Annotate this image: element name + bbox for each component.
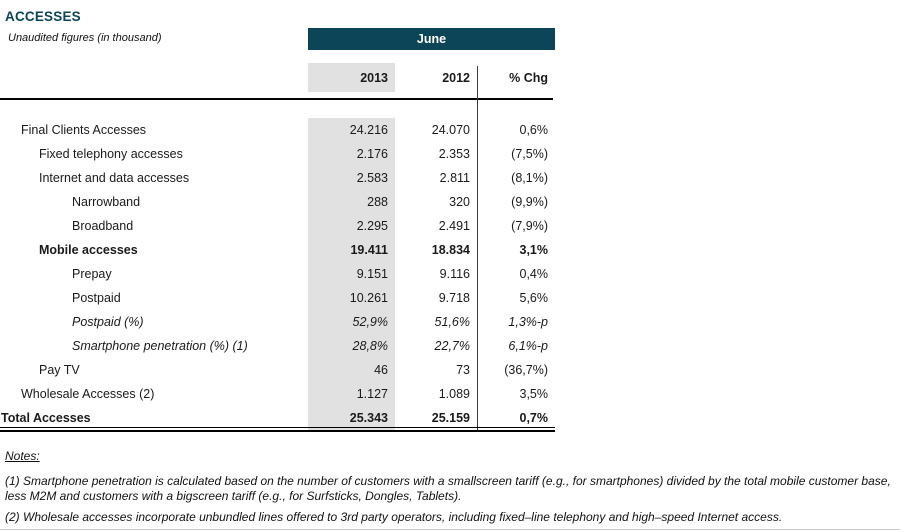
value-2012: 2.491 [438, 219, 470, 233]
table-row-total: Total Accesses 25.343 25.159 0,7% [0, 406, 555, 430]
value-chg: (8,1%) [511, 171, 548, 185]
value-2013: 1.127 [308, 382, 395, 406]
table-row: Internet and data accesses 2.583 2.811 (… [0, 166, 555, 190]
note-2: (2) Wholesale accesses incorporate unbun… [5, 510, 783, 524]
value-chg: 5,6% [519, 291, 549, 305]
value-chg: 1,3%-p [508, 315, 548, 329]
period-label: June [416, 32, 447, 46]
value-chg: 6,1%-p [508, 339, 548, 353]
table-row: Smartphone penetration (%) (1) 28,8% 22,… [0, 334, 555, 358]
column-header-2013: 2013 [308, 63, 395, 92]
value-2012: 1.089 [438, 387, 470, 401]
value-2013: 28,8% [308, 334, 395, 358]
value-2013: 46 [308, 358, 395, 382]
table-row: Wholesale Accesses (2) 1.127 1.089 3,5% [0, 382, 555, 406]
value-chg: (7,5%) [511, 147, 548, 161]
value-chg: 3,1% [519, 243, 549, 257]
table-row: Narrowband 288 320 (9,9%) [0, 190, 555, 214]
row-label: Final Clients Accesses [21, 123, 147, 137]
table-row: Pay TV 46 73 (36,7%) [0, 358, 555, 382]
value-chg: (9,9%) [511, 195, 548, 209]
value-2012: 2.811 [439, 171, 470, 185]
value-2013: 2.295 [308, 214, 395, 238]
row-label: Internet and data accesses [39, 171, 190, 185]
value-2012: 24.070 [431, 123, 470, 137]
bottom-hairline [0, 529, 900, 530]
value-2012: 2.353 [438, 147, 470, 161]
column-header-2012: 2012 [442, 70, 470, 85]
table-row: Prepay 9.151 9.116 0,4% [0, 262, 555, 286]
value-chg: (36,7%) [504, 363, 548, 377]
period-header-bar: June [308, 28, 555, 50]
table-row: Final Clients Accesses 24.216 24.070 0,6… [0, 118, 555, 142]
value-2013: 52,9% [308, 310, 395, 334]
row-label: Wholesale Accesses (2) [21, 387, 155, 401]
unaudited-note: Unaudited figures (in thousand) [8, 32, 162, 44]
value-chg: (7,9%) [511, 219, 548, 233]
value-2013: 288 [308, 190, 395, 214]
row-label: Smartphone penetration (%) (1) [72, 339, 248, 353]
value-2012: 9.718 [438, 291, 470, 305]
value-2012: 51,6% [434, 315, 470, 329]
value-2012: 25.159 [431, 411, 470, 425]
table-row: Mobile accesses 19.411 18.834 3,1% [0, 238, 555, 262]
notes-section: Notes: (1) Smartphone penetration is cal… [5, 449, 894, 531]
value-2012: 73 [456, 363, 470, 377]
row-label: Postpaid (%) [72, 315, 144, 329]
value-2013: 25.343 [308, 406, 395, 430]
header-rule [0, 98, 553, 100]
table-row: Fixed telephony accesses 2.176 2.353 (7,… [0, 142, 555, 166]
table-row: Postpaid (%) 52,9% 51,6% 1,3%-p [0, 310, 555, 334]
value-2012: 320 [449, 195, 470, 209]
header-spacer [0, 63, 308, 92]
value-2012: 22,7% [434, 339, 470, 353]
row-label: Prepay [72, 267, 112, 281]
value-chg: 3,5% [519, 387, 549, 401]
column-header-chg: % Chg [509, 70, 548, 85]
column-headers: 2013 2012 % Chg [0, 63, 555, 92]
value-2013: 10.261 [308, 286, 395, 310]
accesses-table: Final Clients Accesses 24.216 24.070 0,6… [0, 118, 555, 430]
value-chg: 0,4% [519, 267, 549, 281]
value-2012: 18.834 [431, 243, 470, 257]
table-row: Postpaid 10.261 9.718 5,6% [0, 286, 555, 310]
row-label: Fixed telephony accesses [39, 147, 183, 161]
row-label: Postpaid [72, 291, 121, 305]
row-label: Mobile accesses [39, 243, 138, 257]
page-title: ACCESSES [5, 9, 81, 24]
total-double-rule [0, 427, 555, 432]
row-label: Broadband [72, 219, 134, 233]
row-label: Pay TV [39, 363, 80, 377]
value-chg: 0,7% [519, 411, 549, 425]
value-2013: 24.216 [308, 118, 395, 142]
value-2013: 2.583 [308, 166, 395, 190]
value-2013: 19.411 [308, 238, 395, 262]
value-2013: 2.176 [308, 142, 395, 166]
value-2013: 9.151 [308, 262, 395, 286]
notes-heading: Notes: [5, 449, 40, 463]
row-label: Total Accesses [1, 411, 91, 425]
column-divider-line [477, 66, 478, 430]
value-chg: 0,6% [519, 123, 549, 137]
note-1: (1) Smartphone penetration is calculated… [5, 474, 891, 503]
row-label: Narrowband [72, 195, 141, 209]
table-row: Broadband 2.295 2.491 (7,9%) [0, 214, 555, 238]
value-2012: 9.116 [439, 267, 470, 281]
